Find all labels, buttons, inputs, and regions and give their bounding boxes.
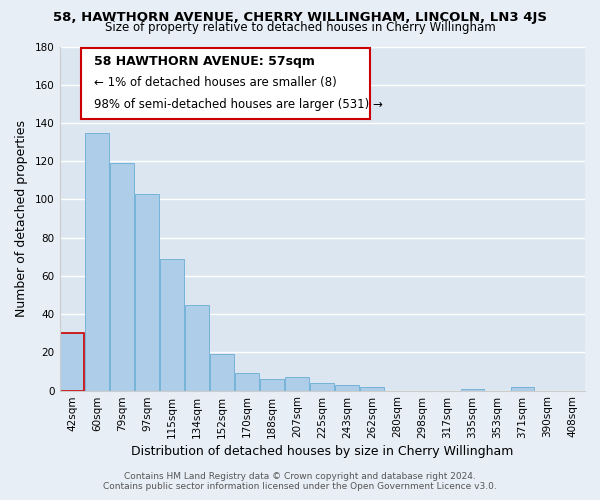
Bar [135, 194, 159, 390]
Bar [335, 385, 359, 390]
Bar [310, 383, 334, 390]
X-axis label: Distribution of detached houses by size in Cherry Willingham: Distribution of detached houses by size … [131, 444, 514, 458]
Bar [286, 377, 309, 390]
Text: Contains public sector information licensed under the Open Government Licence v3: Contains public sector information licen… [103, 482, 497, 491]
Text: 98% of semi-detached houses are larger (531) →: 98% of semi-detached houses are larger (… [94, 98, 383, 111]
Bar [60, 333, 84, 390]
Text: 58 HAWTHORN AVENUE: 57sqm: 58 HAWTHORN AVENUE: 57sqm [94, 55, 314, 68]
Bar [211, 354, 234, 390]
Text: Contains HM Land Registry data © Crown copyright and database right 2024.: Contains HM Land Registry data © Crown c… [124, 472, 476, 481]
Bar [160, 258, 184, 390]
Bar [260, 379, 284, 390]
FancyBboxPatch shape [80, 48, 370, 119]
Bar [85, 132, 109, 390]
Bar [110, 163, 134, 390]
Bar [185, 304, 209, 390]
Text: 58, HAWTHORN AVENUE, CHERRY WILLINGHAM, LINCOLN, LN3 4JS: 58, HAWTHORN AVENUE, CHERRY WILLINGHAM, … [53, 12, 547, 24]
Text: ← 1% of detached houses are smaller (8): ← 1% of detached houses are smaller (8) [94, 76, 337, 90]
Bar [461, 388, 484, 390]
Bar [235, 374, 259, 390]
Bar [511, 386, 535, 390]
Text: Size of property relative to detached houses in Cherry Willingham: Size of property relative to detached ho… [104, 22, 496, 35]
Bar [361, 386, 384, 390]
Y-axis label: Number of detached properties: Number of detached properties [15, 120, 28, 317]
